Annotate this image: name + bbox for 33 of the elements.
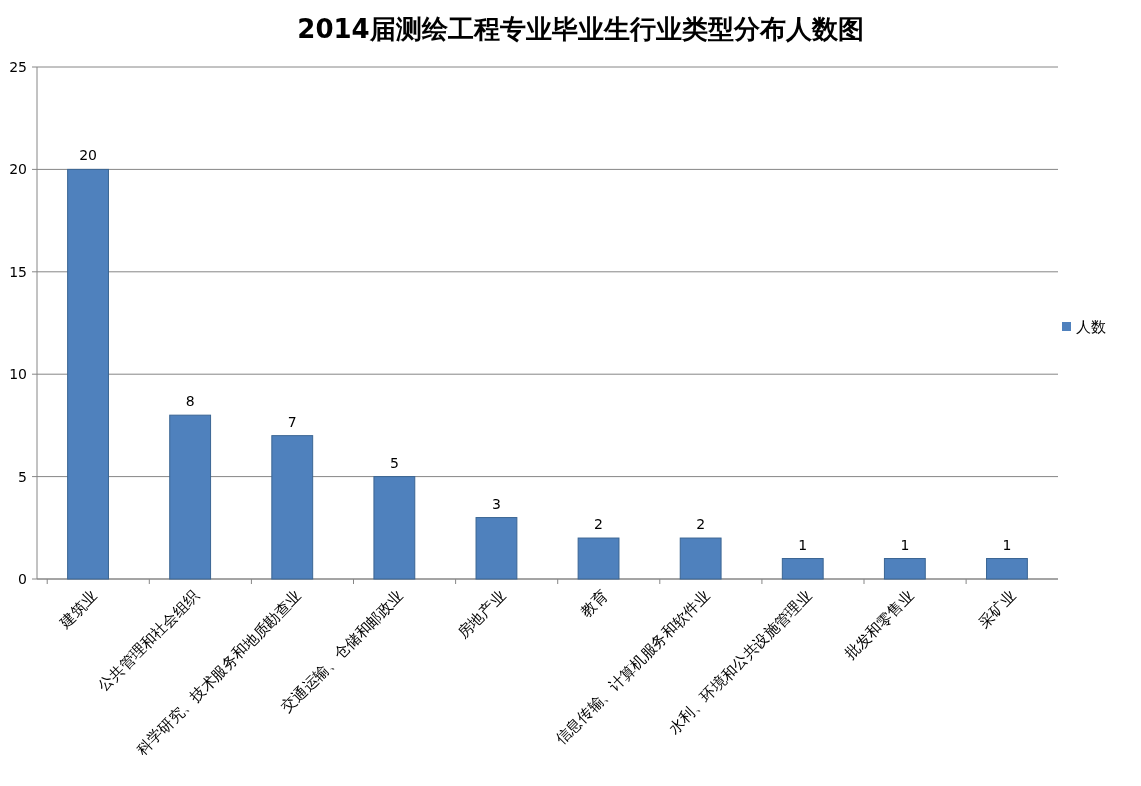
- data-label: 5: [389, 454, 399, 471]
- bar: [169, 414, 212, 580]
- legend-label: 人数: [1076, 318, 1106, 337]
- data-label: 7: [287, 413, 297, 430]
- x-tick-label: 批发和零售业: [841, 586, 918, 664]
- y-tick-label: 15: [9, 263, 27, 280]
- x-tick-label: 教育: [577, 586, 612, 621]
- y-tick-label: 5: [18, 468, 27, 485]
- data-label: 20: [79, 147, 97, 164]
- bar: [475, 517, 518, 580]
- bar: [67, 168, 109, 580]
- y-tick-label: 10: [9, 366, 27, 383]
- data-label: 3: [491, 495, 501, 512]
- x-tick-label: 采矿业: [974, 586, 1020, 632]
- y-tick-label: 20: [9, 161, 27, 178]
- bar: [577, 537, 620, 580]
- y-tick-label: 0: [18, 570, 27, 587]
- x-tick-label: 建筑业: [55, 586, 101, 633]
- data-label: 2: [696, 516, 706, 533]
- bar: [883, 558, 926, 580]
- bar: [781, 558, 824, 580]
- data-label: 1: [1002, 536, 1012, 553]
- data-label: 1: [900, 536, 910, 553]
- data-label: 2: [594, 516, 604, 533]
- data-label: 8: [185, 393, 195, 410]
- bar: [271, 435, 314, 580]
- data-label: 1: [798, 536, 808, 553]
- bar: [373, 476, 416, 580]
- y-tick-label: 25: [9, 58, 27, 75]
- bar: [679, 537, 722, 580]
- bar: [986, 558, 1028, 580]
- chart-title: 2014届测绘工程专业毕业生行业类型分布人数图: [297, 14, 864, 44]
- x-tick-label: 房地产业: [453, 586, 509, 642]
